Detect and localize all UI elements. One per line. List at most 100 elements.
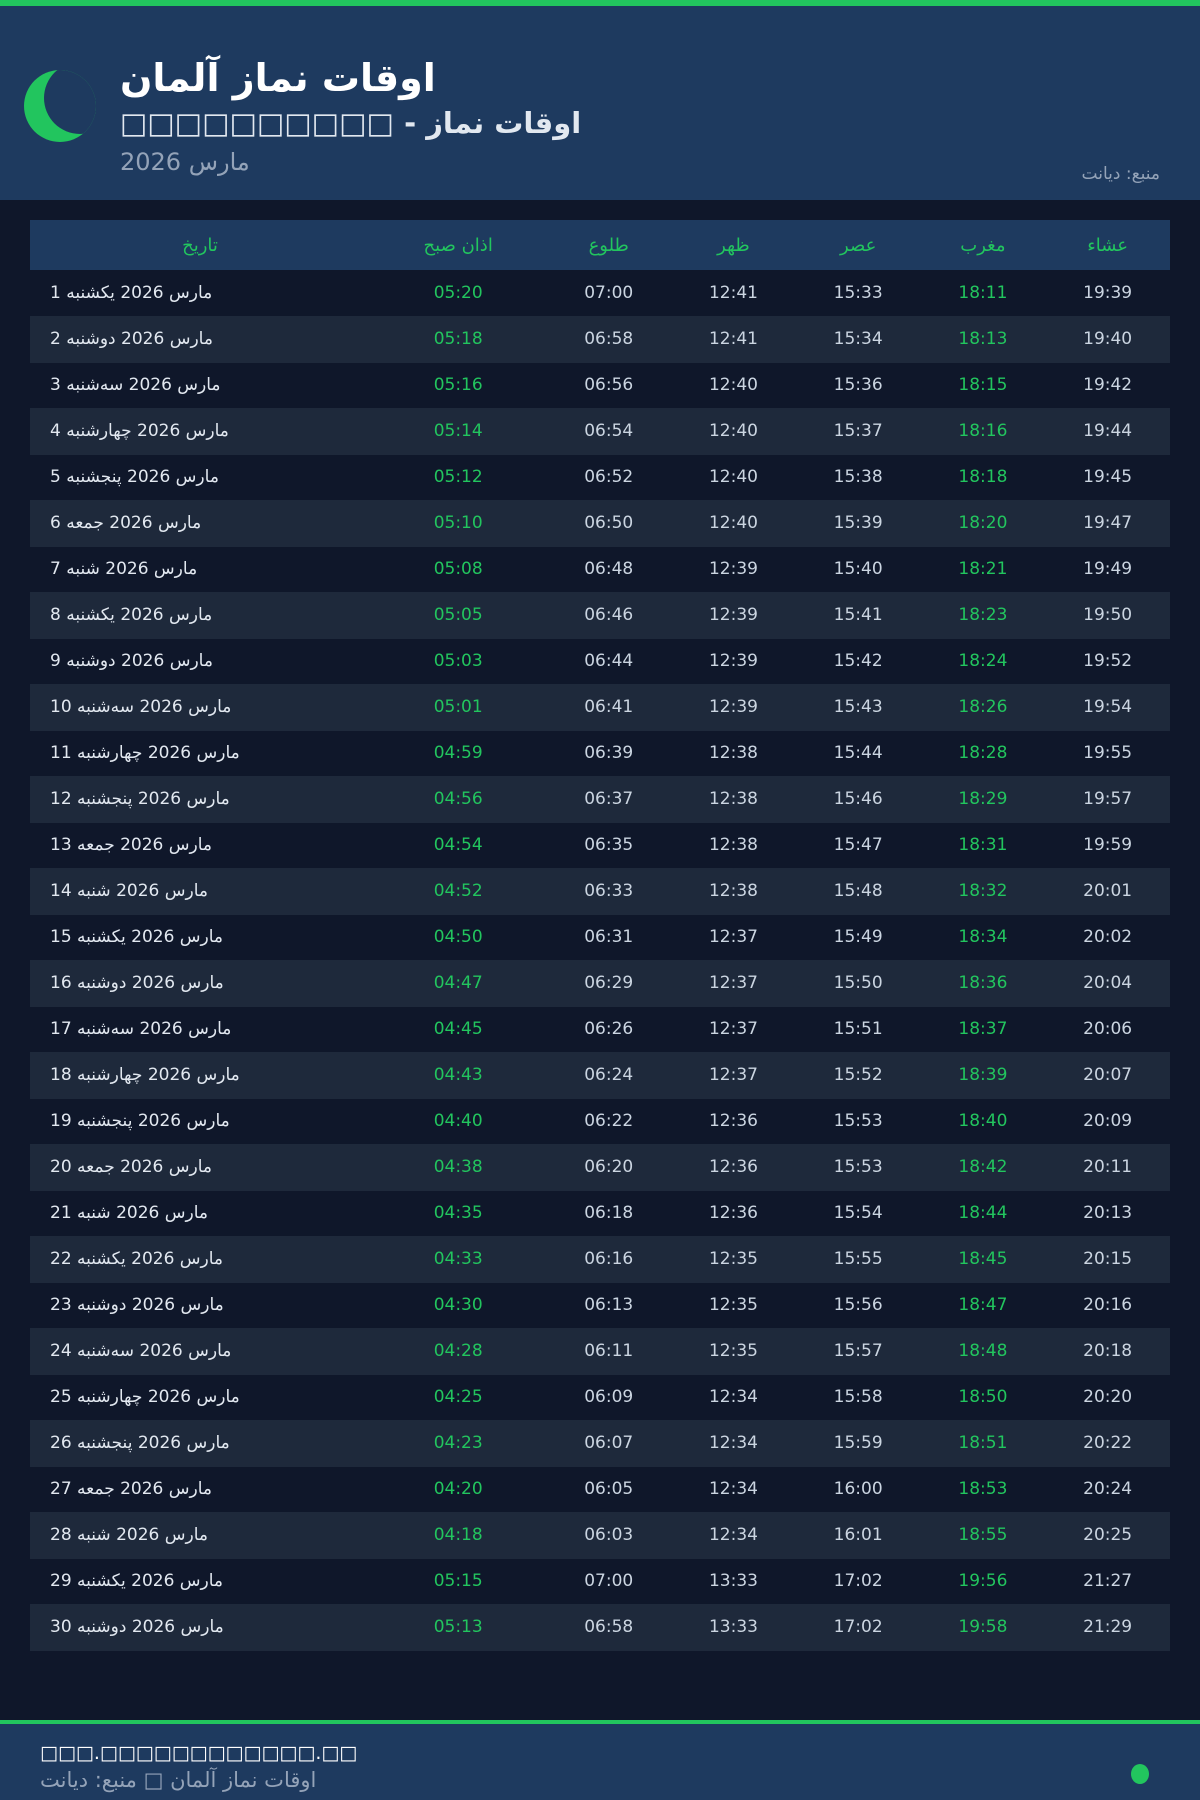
- time-cell: 18:50: [958, 1387, 1008, 1407]
- time-cell: 04:47: [433, 973, 483, 993]
- table-row: 20 مارس 2026 جمعه 04:38 06:20 12:36 15:53 18:…: [30, 1144, 1170, 1190]
- time-cell: 04:20: [433, 1479, 483, 1499]
- time-cell: 06:29: [584, 973, 634, 993]
- time-cell: 18:42: [958, 1157, 1008, 1177]
- time-cell: 05:15: [433, 1571, 483, 1591]
- time-cell: 12:35: [708, 1341, 758, 1361]
- time-cell: 15:42: [833, 651, 883, 671]
- time-cell: 20:16: [1083, 1295, 1133, 1315]
- page-subtitle: □□□□□□□□□□ - اوقات نماز: [120, 106, 582, 140]
- time-cell: 12:35: [708, 1249, 758, 1269]
- time-cell: 19:57: [1083, 789, 1133, 809]
- time-cell: 06:16: [584, 1249, 634, 1269]
- time-cell: 19:58: [958, 1617, 1008, 1637]
- time-cell: 15:39: [833, 513, 883, 533]
- table-row: 5 مارس 2026 پنجشنبه 05:12 06:52 12:40 15:38 1…: [30, 454, 1170, 500]
- date-cell: 18 مارس 2026 چهارشنبه: [50, 1065, 240, 1085]
- time-cell: 12:34: [708, 1433, 758, 1453]
- time-cell: 15:34: [833, 329, 883, 349]
- time-cell: 15:43: [833, 697, 883, 717]
- time-cell: 06:09: [584, 1387, 634, 1407]
- time-cell: 15:40: [833, 559, 883, 579]
- time-cell: 20:04: [1083, 973, 1133, 993]
- table-row: 2 مارس 2026 دوشنبه 05:18 06:58 12:41 15:34 18…: [30, 316, 1170, 362]
- time-cell: 07:00: [584, 282, 634, 303]
- time-cell: 20:01: [1083, 881, 1133, 901]
- time-cell: 05:01: [433, 697, 483, 717]
- time-cell: 18:45: [958, 1249, 1008, 1269]
- date-cell: 16 مارس 2026 دوشنبه: [50, 973, 224, 993]
- time-cell: 20:06: [1083, 1019, 1133, 1039]
- time-cell: 12:34: [708, 1479, 758, 1499]
- time-cell: 12:41: [708, 329, 758, 349]
- time-cell: 20:13: [1083, 1203, 1133, 1223]
- time-cell: 19:42: [1083, 375, 1133, 395]
- time-cell: 06:07: [584, 1433, 634, 1453]
- time-cell: 06:22: [584, 1111, 634, 1131]
- time-cell: 12:41: [708, 282, 758, 303]
- time-cell: 18:53: [958, 1479, 1008, 1499]
- table-row: 11 مارس 2026 چهارشنبه 04:59 06:39 12:38 15:4…: [30, 730, 1170, 776]
- time-cell: 15:46: [833, 789, 883, 809]
- date-cell: 28 مارس 2026 شنبه: [50, 1525, 208, 1545]
- time-cell: 18:31: [958, 835, 1008, 855]
- time-cell: 06:44: [584, 651, 634, 671]
- time-cell: 05:03: [433, 651, 483, 671]
- date-cell: 25 مارس 2026 چهارشنبه: [50, 1387, 240, 1407]
- time-cell: 15:52: [833, 1065, 883, 1085]
- time-cell: 19:56: [958, 1571, 1008, 1591]
- time-cell: 06:56: [584, 375, 634, 395]
- time-cell: 21:27: [1083, 1571, 1133, 1591]
- column-header: اذان صبح: [423, 234, 493, 256]
- date-cell: 7 مارس 2026 شنبه: [50, 559, 198, 579]
- time-cell: 04:54: [433, 835, 483, 855]
- time-cell: 05:13: [433, 1617, 483, 1637]
- time-cell: 06:41: [584, 697, 634, 717]
- date-cell: 19 مارس 2026 پنجشنبه: [50, 1111, 230, 1131]
- time-cell: 18:51: [958, 1433, 1008, 1453]
- time-cell: 04:45: [433, 1019, 483, 1039]
- date-cell: 8 مارس 2026 یکشنبه: [50, 605, 213, 625]
- time-cell: 15:51: [833, 1019, 883, 1039]
- time-cell: 15:38: [833, 467, 883, 487]
- date-cell: 13 مارس 2026 جمعه: [50, 835, 213, 855]
- time-cell: 19:50: [1083, 605, 1133, 625]
- date-cell: 14 مارس 2026 شنبه: [50, 881, 208, 901]
- time-cell: 12:37: [708, 1019, 758, 1039]
- time-cell: 20:02: [1083, 927, 1133, 947]
- time-cell: 06:03: [584, 1525, 634, 1545]
- column-header: عشاء: [1087, 234, 1128, 256]
- time-cell: 06:11: [584, 1341, 634, 1361]
- time-cell: 12:40: [708, 375, 758, 395]
- time-cell: 15:50: [833, 973, 883, 993]
- time-cell: 04:28: [433, 1341, 483, 1361]
- time-cell: 18:47: [958, 1295, 1008, 1315]
- time-cell: 12:35: [708, 1295, 758, 1315]
- time-cell: 15:54: [833, 1203, 883, 1223]
- time-cell: 12:40: [708, 421, 758, 441]
- time-cell: 15:33: [833, 282, 883, 303]
- time-cell: 15:49: [833, 927, 883, 947]
- table-row: 30 مارس 2026 دوشنبه 05:13 06:58 13:33 17:02 1…: [30, 1604, 1170, 1650]
- date-cell: 27 مارس 2026 جمعه: [50, 1479, 213, 1499]
- time-cell: 04:40: [433, 1111, 483, 1131]
- month-label: مارس 2026: [120, 148, 250, 176]
- time-cell: 06:48: [584, 559, 634, 579]
- time-cell: 15:53: [833, 1111, 883, 1131]
- time-cell: 12:36: [708, 1111, 758, 1131]
- time-cell: 20:11: [1083, 1157, 1133, 1177]
- date-cell: 20 مارس 2026 جمعه: [50, 1157, 213, 1177]
- time-cell: 20:20: [1083, 1387, 1133, 1407]
- time-cell: 18:40: [958, 1111, 1008, 1131]
- time-cell: 15:36: [833, 375, 883, 395]
- table-row: 24 مارس 2026 سه‌شنبه 04:28 06:11 12:35 15:57…: [30, 1328, 1170, 1374]
- time-cell: 19:40: [1083, 329, 1133, 349]
- time-cell: 15:58: [833, 1387, 883, 1407]
- column-header: عصر: [840, 234, 877, 256]
- table-header-row: تاریخ اذان صبح طلوع ظهر عصر مغرب عشاء: [30, 220, 1170, 270]
- time-cell: 18:36: [958, 973, 1008, 993]
- date-cell: 17 مارس 2026 سه‌شنبه: [50, 1019, 232, 1039]
- time-cell: 19:39: [1083, 282, 1133, 303]
- time-cell: 06:13: [584, 1295, 634, 1315]
- time-cell: 12:38: [708, 835, 758, 855]
